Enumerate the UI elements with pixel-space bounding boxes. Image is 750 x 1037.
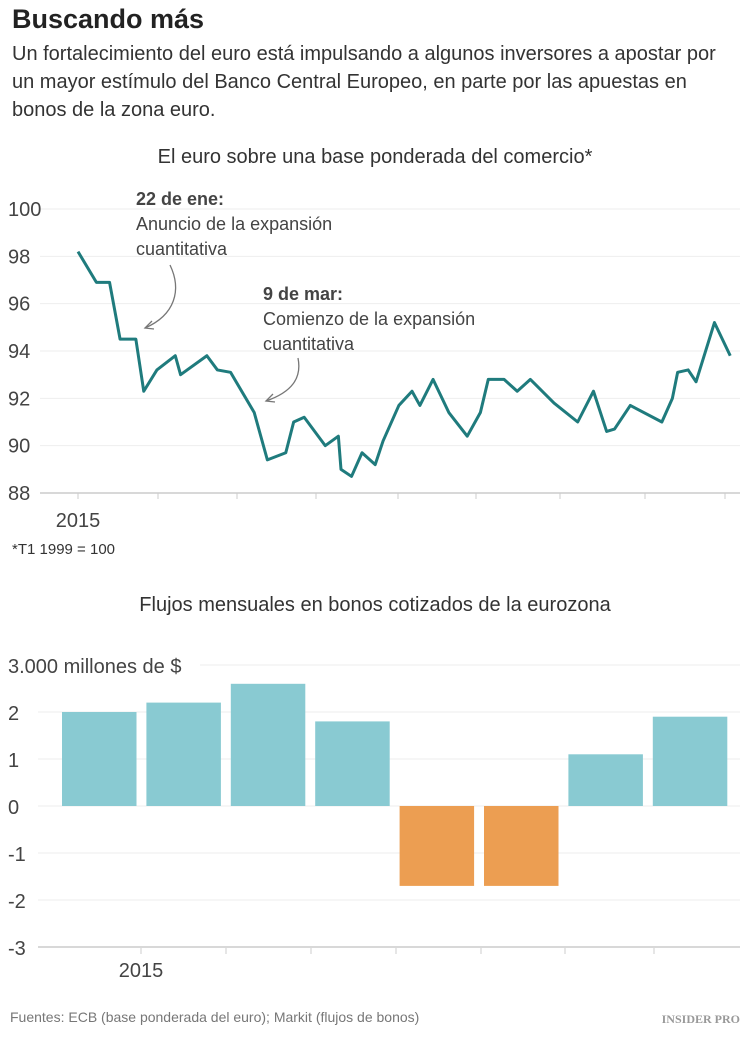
y-tick-label: 1	[8, 750, 19, 772]
y-tick-label: 98	[8, 246, 30, 268]
annotation-text: Anuncio de la expansión	[136, 214, 332, 234]
y-axis-label: 3.000 millones de $	[8, 656, 181, 678]
bar	[484, 806, 559, 886]
bar	[315, 721, 390, 806]
arrowhead-icon	[264, 393, 276, 403]
annotation-date: 9 de mar:	[263, 284, 343, 304]
euro-line	[76, 250, 732, 478]
line-chart-title: El euro sobre una base ponderada del com…	[157, 146, 593, 168]
title: Buscando más	[12, 4, 205, 34]
arrowhead-icon	[143, 320, 155, 330]
bar-chart-title: Flujos mensuales en bonos cotizados de l…	[139, 594, 611, 616]
bar	[62, 712, 137, 806]
y-tick-label: 96	[8, 294, 30, 316]
annotation-text: Comienzo de la expansión	[263, 309, 475, 329]
annotation-arrow	[144, 264, 177, 329]
bar	[146, 702, 221, 806]
insider-pro-logo: INSIDER PRO	[661, 1012, 740, 1026]
footnote: *T1 1999 = 100	[12, 541, 116, 558]
y-tick-label: 2	[8, 703, 19, 725]
y-tick-label: 100	[8, 199, 41, 221]
bar	[568, 754, 643, 806]
subtitle: Un fortalecimiento del euro está impulsa…	[12, 43, 716, 121]
y-tick-label: -3	[8, 938, 26, 960]
y-tick-label: 92	[8, 388, 30, 410]
y-tick-label: -2	[8, 891, 26, 913]
x-tick-label: 2015	[119, 960, 164, 982]
y-tick-label: 94	[8, 341, 30, 363]
y-tick-label: -1	[8, 844, 26, 866]
annotation-date: 22 de ene:	[136, 189, 224, 209]
annotation-arrow	[265, 357, 300, 402]
bar	[230, 683, 306, 806]
y-tick-label: 88	[8, 483, 30, 505]
annotation-text: cuantitativa	[263, 334, 355, 354]
bar	[652, 716, 728, 806]
y-tick-label: 0	[8, 797, 19, 819]
source-note: Fuentes: ECB (base ponderada del euro); …	[10, 1009, 420, 1025]
bar	[399, 806, 475, 886]
y-tick-label: 90	[8, 436, 30, 458]
x-tick-label: 2015	[56, 510, 101, 532]
annotation-text: cuantitativa	[136, 239, 228, 259]
